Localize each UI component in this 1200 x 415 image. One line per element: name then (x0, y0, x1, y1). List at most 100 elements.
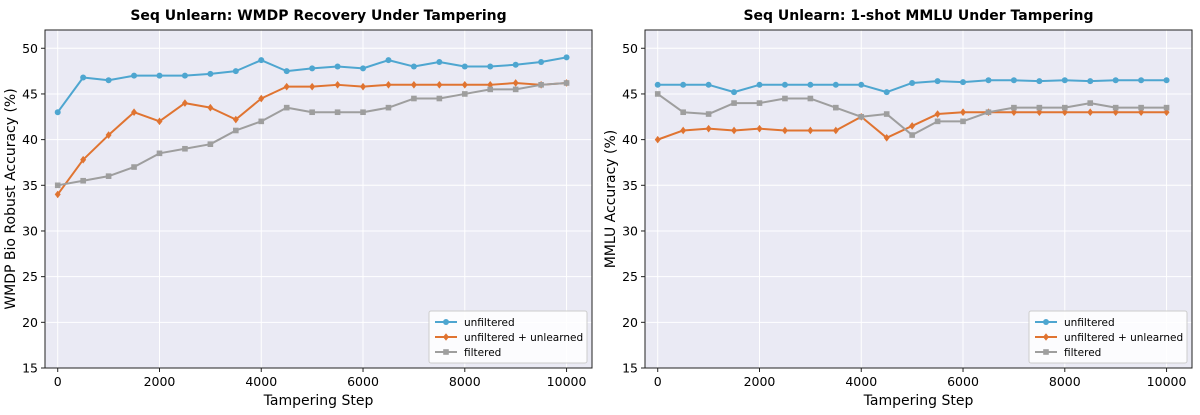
legend-marker (1043, 349, 1049, 355)
data-point (105, 77, 112, 84)
data-point (563, 80, 570, 86)
data-point (131, 164, 137, 170)
legend-marker (443, 333, 449, 341)
data-point (782, 95, 788, 102)
y-axis-label: MMLU Accuracy (%) (603, 130, 619, 269)
data-point (54, 190, 61, 199)
data-point (80, 155, 87, 164)
data-point (156, 72, 163, 79)
legend: unfiltered unfiltered + unlearned filtered (1028, 310, 1188, 364)
x-tick-label: 0 (54, 374, 62, 389)
data-point (512, 86, 519, 93)
x-axis-label: Tampering Step (863, 393, 974, 409)
data-point (883, 133, 890, 142)
data-point (832, 126, 839, 135)
data-point (883, 111, 890, 117)
chart-title: Seq Unlearn: 1-shot MMLU Under Tampering (743, 8, 1093, 24)
data-point (833, 104, 839, 111)
data-point (512, 79, 519, 87)
data-point (283, 104, 290, 111)
x-tick-label: 2000 (144, 374, 176, 389)
data-point (410, 81, 417, 89)
data-point (807, 81, 814, 88)
y-tick-label: 45 (22, 86, 38, 101)
y-tick-label: 50 (622, 41, 638, 56)
data-point (54, 109, 61, 116)
data-point (131, 108, 138, 117)
data-point (436, 95, 443, 102)
data-point (156, 117, 163, 126)
data-point (731, 100, 737, 106)
data-point (258, 118, 265, 125)
series-unfiltered-unlearned (54, 79, 570, 199)
data-point (654, 135, 661, 144)
data-point (410, 63, 417, 70)
y-tick-label: 25 (622, 269, 638, 284)
data-point (233, 127, 239, 134)
data-point (680, 81, 687, 88)
data-point (807, 126, 814, 135)
data-point (181, 99, 188, 107)
legend-marker (443, 349, 449, 355)
data-point (385, 104, 392, 111)
y-tick-label: 15 (22, 361, 38, 376)
data-point (258, 94, 265, 103)
data-point (461, 91, 468, 97)
legend-label: unfiltered (464, 317, 515, 329)
data-point (512, 61, 519, 68)
data-point (182, 145, 188, 152)
y-tick-label: 30 (22, 223, 38, 238)
data-point (654, 91, 661, 97)
y-tick-label: 15 (622, 361, 638, 376)
x-tick-label: 10000 (547, 374, 587, 389)
data-point (705, 111, 712, 117)
data-point (680, 109, 686, 116)
data-point (883, 89, 890, 96)
data-point (487, 86, 494, 93)
data-point (1112, 77, 1119, 84)
series-filtered (54, 80, 570, 189)
y-tick-label: 20 (22, 315, 38, 330)
data-point (807, 95, 814, 102)
y-tick-label: 20 (622, 315, 638, 330)
x-tick-label: 6000 (347, 374, 379, 389)
data-point (436, 58, 443, 65)
x-tick-label: 0 (654, 374, 662, 389)
data-point (283, 82, 290, 91)
data-point (181, 72, 188, 79)
data-point (207, 70, 214, 77)
data-point (1138, 77, 1145, 84)
series-filtered (654, 91, 1170, 138)
axes-frame (644, 29, 1193, 369)
data-point (832, 81, 839, 88)
data-point (1036, 104, 1043, 111)
data-point (909, 122, 916, 130)
legend-label: unfiltered (1064, 317, 1115, 329)
data-point (334, 81, 341, 89)
data-point (1087, 78, 1094, 85)
data-point (985, 109, 992, 116)
data-point (80, 177, 86, 184)
y-tick-label: 35 (622, 178, 638, 193)
data-point (909, 79, 916, 86)
data-point (334, 109, 341, 116)
data-point (960, 108, 967, 117)
data-point (538, 82, 544, 88)
data-point (461, 81, 468, 89)
data-point (105, 131, 112, 139)
legend-box (428, 310, 588, 364)
data-point (1061, 77, 1068, 84)
legend-marker (443, 319, 449, 325)
data-point (360, 82, 367, 91)
y-tick-label: 40 (622, 132, 638, 147)
data-point (232, 115, 239, 124)
data-point (385, 57, 392, 64)
data-point (781, 81, 788, 88)
data-point (705, 81, 712, 88)
data-point (156, 150, 163, 157)
data-point (858, 81, 865, 88)
x-axis-label: Tampering Step (263, 393, 374, 409)
x-tick-label: 10000 (1147, 374, 1187, 389)
data-point (80, 74, 87, 81)
